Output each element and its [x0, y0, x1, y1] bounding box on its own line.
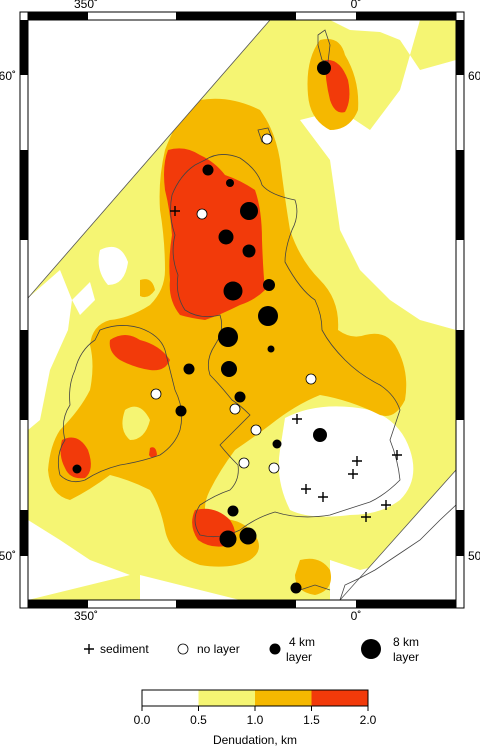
layer-4km-marker — [72, 464, 82, 474]
layer-4km-marker — [183, 363, 195, 375]
no-layer-marker — [250, 424, 262, 436]
colorbar-segment-2 — [255, 690, 312, 706]
sediment-marker — [292, 414, 302, 424]
symbol-legend: sediment no layer 4 km layer 8 km layer — [84, 635, 419, 664]
layer-8km-marker — [317, 61, 331, 75]
colorbar-tick-label: 1.5 — [303, 713, 320, 727]
sediment-marker — [381, 500, 391, 510]
no-layer-marker — [268, 462, 280, 474]
layer-8km-marker — [223, 281, 243, 301]
no-layer-marker — [229, 403, 241, 415]
colorbar-tick-label: 1.0 — [247, 713, 264, 727]
no-layer-marker — [150, 388, 162, 400]
lon-label-top-350: 350˚ — [74, 0, 98, 11]
layer-8km-marker — [258, 306, 278, 326]
layer-4km-marker — [226, 179, 234, 187]
layer-4km-marker — [227, 505, 239, 517]
layer-8km-marker — [242, 244, 256, 258]
data-boundary-northwest — [27, 19, 271, 299]
layer-4km-marker — [272, 439, 282, 449]
coastlines — [57, 29, 457, 601]
layer-8km-marker — [240, 202, 258, 220]
colorbar-segment-0 — [142, 690, 199, 706]
layer-8km-marker — [218, 229, 234, 245]
layer-4km-legend-label-line2: layer — [286, 650, 312, 664]
no-layer-legend-icon — [177, 643, 189, 655]
sediment-marker — [361, 512, 371, 522]
layer-8km-legend-label-line1: 8 km — [393, 635, 419, 649]
no-layer-marker — [196, 208, 208, 220]
no-layer-markers — [150, 133, 317, 474]
contour-band-1.5-2.0 — [164, 148, 265, 320]
layer-4km-marker — [175, 405, 187, 417]
layer-8km-marker — [221, 361, 237, 377]
lat-label-right-60: 60˚ — [468, 69, 480, 83]
layer-4km-marker — [267, 345, 275, 353]
layer-8km-marker — [219, 530, 237, 548]
lon-label-top-0: 0˚ — [351, 0, 362, 11]
map-frame — [19, 11, 465, 609]
colorbar-segment-1 — [198, 690, 255, 706]
sediment-marker — [170, 206, 180, 216]
sediment-legend-label: sediment — [100, 642, 149, 656]
layer-4km-marker — [202, 164, 214, 176]
map-area — [27, 19, 457, 601]
lat-label-left-60: 60˚ — [0, 69, 16, 83]
no-layer-marker — [305, 373, 317, 385]
sediment-marker — [301, 484, 311, 494]
layer-4km-marker — [263, 279, 275, 291]
lat-label-left-50: 50˚ — [0, 549, 16, 563]
layer-4km-marker — [234, 391, 246, 403]
sediment-legend-icon — [84, 644, 94, 654]
layer-4km-markers — [72, 164, 302, 594]
contour-band-0-0.5 — [280, 20, 456, 330]
lon-label-bottom-350: 350˚ — [74, 609, 98, 623]
layer-8km-markers — [218, 61, 331, 548]
layer-4km-legend-icon — [269, 643, 281, 655]
no-layer-legend-label: no layer — [197, 642, 240, 656]
sediment-marker — [352, 456, 362, 466]
layer-8km-legend-icon — [361, 639, 381, 659]
no-layer-marker — [261, 133, 273, 145]
sediment-marker — [392, 450, 402, 460]
sediment-markers — [170, 206, 402, 522]
lat-label-right-50: 50˚ — [468, 549, 480, 563]
sediment-marker — [348, 469, 358, 479]
no-layer-marker — [238, 457, 250, 469]
sediment-marker — [318, 492, 328, 502]
layer-4km-marker — [290, 582, 302, 594]
colorbar: 0.0 0.5 1.0 1.5 2.0 Denudation, km — [134, 689, 377, 747]
layer-8km-marker — [239, 527, 257, 545]
colorbar-title: Denudation, km — [213, 733, 297, 747]
colorbar-tick-label: 0.5 — [190, 713, 207, 727]
layer-4km-legend-label-line1: 4 km — [289, 635, 315, 649]
layer-8km-marker — [218, 327, 238, 347]
lon-label-bottom-0: 0˚ — [351, 609, 362, 623]
layer-8km-legend-label-line2: layer — [393, 650, 419, 664]
layer-8km-marker — [313, 428, 327, 442]
colorbar-segment-3 — [311, 690, 368, 706]
colorbar-tick-label: 0.0 — [134, 713, 151, 727]
colorbar-tick-label: 2.0 — [360, 713, 377, 727]
